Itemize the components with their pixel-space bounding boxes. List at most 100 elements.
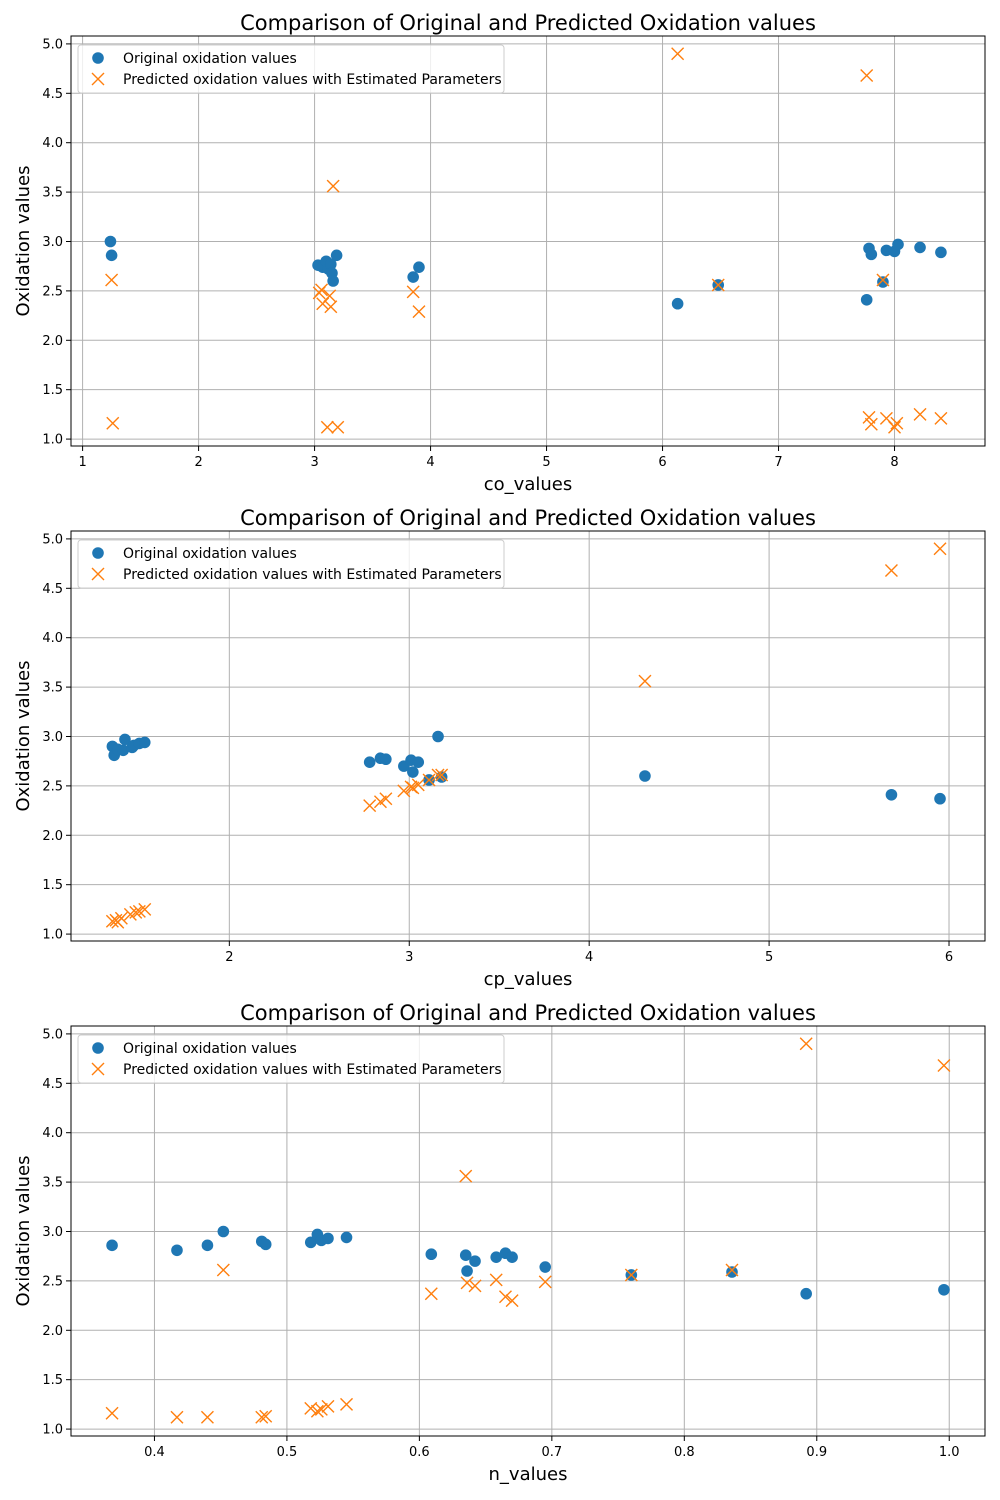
predicted-point: [310, 1404, 324, 1418]
predicted-point: [105, 914, 119, 928]
original-point: [117, 744, 129, 757]
predicted-point: [321, 1399, 335, 1413]
x-tick-label: 2: [194, 455, 202, 470]
x-tick-label: 4: [585, 950, 593, 965]
predicted-point: [200, 1410, 214, 1424]
original-point: [892, 238, 904, 251]
predicted-point: [876, 273, 890, 287]
original-point: [105, 249, 118, 262]
y-tick-label: 5.0: [42, 532, 63, 547]
chart-2: 2 3 4 5 6 1.0 1.5 2.0 2.5 3.0 3.5 4.0 4.5 5.0 Comparis…: [13, 506, 986, 990]
y-tick-label: 1.0: [42, 928, 63, 943]
predicted-point: [304, 1401, 318, 1415]
predicted-point: [424, 1287, 438, 1301]
original-point: [363, 756, 376, 768]
legend-label: Predicted oxidation values with Estimate…: [123, 72, 502, 88]
original-point: [865, 248, 878, 261]
x-tick-label: 0.5: [277, 1445, 298, 1460]
original-point: [201, 1239, 214, 1252]
original-point: [425, 1248, 438, 1261]
x-tick-label: 8: [890, 455, 898, 470]
original-point: [469, 1255, 481, 1267]
chart-title: Comparison of Original and Predicted Oxi…: [240, 1001, 816, 1025]
original-point: [671, 297, 684, 310]
y-tick-label: 2.0: [42, 1324, 63, 1339]
original-point: [432, 730, 444, 743]
predicted-point: [468, 1279, 482, 1293]
predicted-point: [888, 420, 902, 434]
y-tick-label: 1.0: [42, 1423, 63, 1438]
y-tick-label: 3.5: [42, 681, 63, 696]
x-tick-label: 0.7: [541, 1445, 562, 1460]
x-tick-label: 6: [658, 455, 666, 470]
predicted-point: [255, 1410, 269, 1424]
predicted-point: [411, 778, 425, 792]
original-point: [304, 1236, 317, 1249]
predicted-point: [326, 179, 340, 193]
y-axis-label: Oxidation values: [13, 660, 34, 811]
predicted-point: [331, 420, 345, 434]
original-point: [325, 258, 337, 271]
legend-label: Predicted oxidation values with Estimate…: [123, 1062, 502, 1078]
predicted-point: [459, 1169, 473, 1183]
legend-marker-predicted: [91, 1062, 105, 1076]
original-point: [412, 756, 425, 768]
original-point: [490, 1251, 503, 1263]
x-tick-label: 0.6: [409, 1445, 430, 1460]
predicted-point: [412, 305, 426, 319]
original-point: [934, 792, 946, 805]
predicted-point: [320, 420, 334, 434]
original-point: [407, 766, 419, 778]
y-tick-label: 5.0: [42, 1027, 63, 1042]
predicted-point: [379, 792, 393, 806]
predicted-point: [397, 784, 411, 798]
original-point: [322, 1232, 334, 1245]
legend-label: Original oxidation values: [123, 1041, 297, 1057]
predicted-point: [216, 1263, 230, 1277]
legend-marker-predicted: [91, 567, 105, 581]
x-tick-label: 0.9: [806, 1445, 827, 1460]
predicted-point: [638, 674, 652, 688]
predicted-point: [315, 283, 329, 297]
y-tick-label: 2.0: [42, 829, 63, 844]
predicted-point: [913, 407, 927, 421]
predicted-point: [314, 1402, 328, 1416]
y-tick-label: 3.0: [42, 235, 63, 250]
predicted-point: [114, 911, 128, 925]
original-point: [860, 293, 873, 306]
original-point: [459, 1249, 472, 1262]
predicted-point: [323, 289, 337, 303]
legend: Original oxidation values Predicted oxida…: [77, 539, 505, 589]
predicted-point: [105, 1406, 119, 1420]
predicted-point: [671, 47, 685, 61]
y-tick-label: 3.0: [42, 1225, 63, 1240]
predicted-point: [489, 1273, 503, 1287]
predicted-point: [505, 1294, 519, 1308]
legend: Original oxidation values Predicted oxida…: [77, 44, 505, 94]
y-tick-label: 4.5: [42, 1077, 63, 1092]
x-tick-label: 1: [78, 455, 86, 470]
y-axis-label: Oxidation values: [13, 1155, 34, 1306]
original-point: [413, 261, 425, 273]
predicted-point: [431, 768, 445, 782]
y-tick-label: 4.0: [42, 136, 63, 151]
predicted-point: [138, 902, 152, 916]
y-tick-label: 2.5: [42, 779, 63, 794]
original-point: [800, 1287, 812, 1300]
original-point: [885, 788, 898, 801]
predicted-point: [860, 69, 874, 83]
chart-3: 0.4 0.5 0.6 0.7 0.8 0.9 1.0 1.0 1.5 2.0 2.5 3.0 3.5 4…: [13, 1001, 986, 1485]
predicted-point: [934, 411, 948, 425]
y-tick-label: 2.0: [42, 334, 63, 349]
predicted-point: [933, 542, 947, 556]
y-tick-label: 2.5: [42, 1274, 63, 1289]
original-point: [435, 771, 448, 783]
original-point: [726, 1266, 738, 1278]
predicted-point: [884, 564, 898, 578]
legend-label: Original oxidation values: [123, 546, 297, 562]
original-point: [327, 275, 339, 287]
legend-label: Predicted oxidation values with Estimate…: [123, 567, 502, 583]
x-tick-label: 0.4: [144, 1445, 165, 1460]
predicted-point: [324, 300, 338, 314]
predicted-point: [435, 768, 449, 782]
